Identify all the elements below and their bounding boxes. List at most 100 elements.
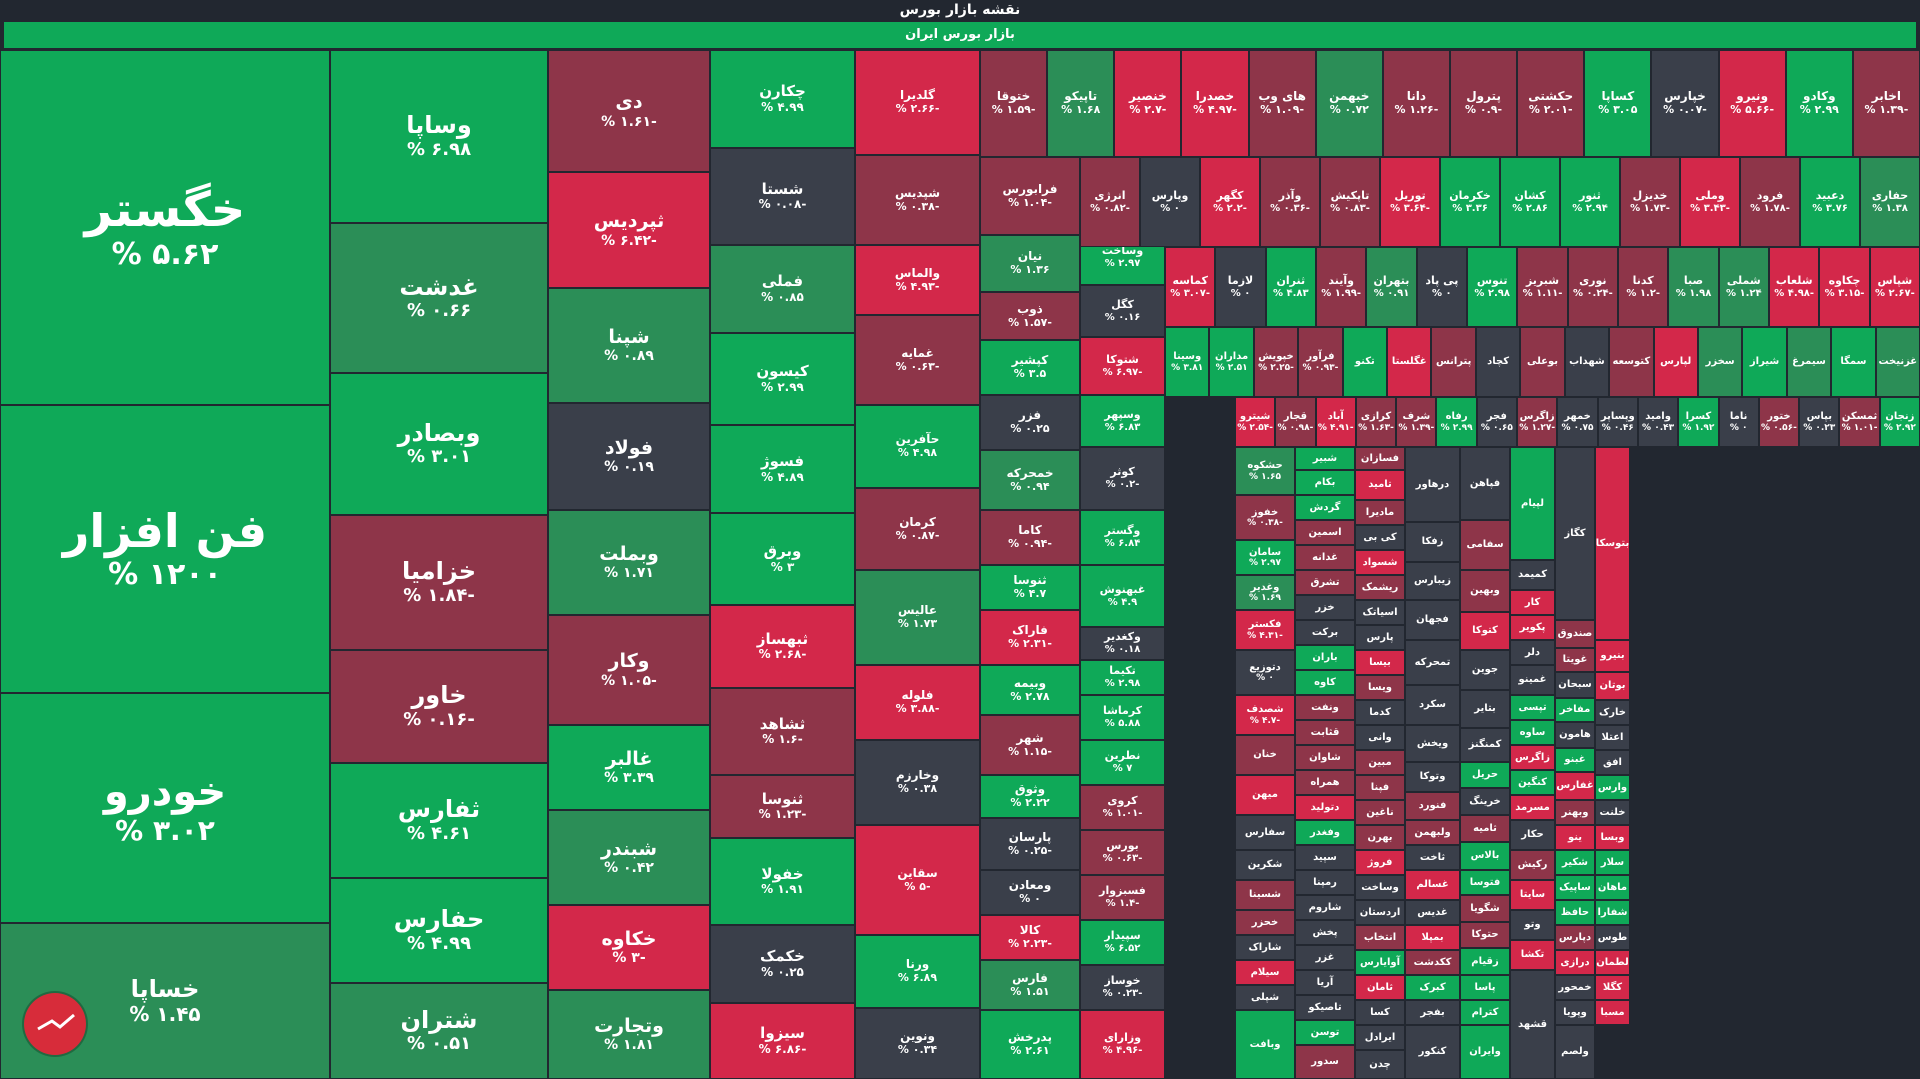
stock-tile[interactable]: غزر [1295, 945, 1355, 970]
stock-tile[interactable]: وبملت ۱.۷۱ % [548, 510, 710, 615]
stock-tile[interactable]: کتوسعه [1609, 327, 1654, 397]
stock-tile[interactable]: خپارس -۰.۰۷ % [1651, 50, 1719, 157]
stock-tile[interactable]: وکغدیر ۰.۱۸ % [1080, 627, 1165, 660]
stock-tile[interactable]: طوس [1595, 925, 1630, 950]
stock-tile[interactable]: قشهد [1510, 970, 1555, 1079]
stock-tile[interactable]: بهرن [1355, 825, 1405, 850]
stock-tile[interactable]: سقاین -۵ % [855, 825, 980, 935]
stock-tile[interactable]: لپارس [1653, 327, 1698, 397]
stock-tile[interactable]: حکار [1510, 820, 1555, 850]
stock-tile[interactable]: خکرمان ۳.۳۶ % [1440, 157, 1500, 247]
stock-tile[interactable]: بالاس [1460, 842, 1510, 870]
stock-tile[interactable]: غفارس [1555, 772, 1595, 800]
stock-tile[interactable]: دانا -۱.۲۶ % [1382, 50, 1450, 157]
stock-tile[interactable]: وگستر ۶.۸۴ % [1080, 510, 1165, 565]
stock-tile[interactable]: شسینا [1235, 880, 1295, 910]
stock-tile[interactable]: شبندر ۰.۴۲ % [548, 810, 710, 905]
stock-tile[interactable]: خحزر [1235, 910, 1295, 935]
stock-tile[interactable]: وزارای -۴.۹۶ % [1080, 1010, 1165, 1079]
stock-tile[interactable]: پترول -۰.۹ % [1450, 50, 1518, 157]
stock-tile[interactable]: خنصیر -۲.۷ % [1114, 50, 1182, 157]
stock-tile[interactable]: فزر ۰.۲۵ % [980, 395, 1080, 450]
stock-tile[interactable]: دتولید [1295, 795, 1355, 820]
stock-tile[interactable]: لپیام [1510, 447, 1555, 560]
stock-tile[interactable]: گلدیرا -۲.۶۶ % [855, 50, 980, 155]
stock-tile[interactable]: فرابورس -۱.۰۴ % [980, 157, 1080, 235]
stock-tile[interactable]: کاوه [1295, 670, 1355, 695]
stock-tile[interactable]: خارک [1595, 700, 1630, 725]
stock-tile[interactable]: ويخش [1405, 725, 1460, 762]
stock-tile[interactable]: زقیام [1460, 948, 1510, 975]
stock-tile[interactable]: بکام [1295, 470, 1355, 495]
stock-tile[interactable]: قجار -۰.۹۸ % [1275, 397, 1316, 447]
stock-tile[interactable]: ثامیه [1460, 815, 1510, 842]
stock-tile[interactable]: شفارا [1595, 900, 1630, 925]
stock-tile[interactable]: حفارس ۴.۹۹ % [330, 878, 548, 983]
stock-tile[interactable]: خگستر ۵.۶۲ % [0, 50, 330, 405]
stock-tile[interactable]: کسا [1355, 1000, 1405, 1025]
stock-tile[interactable]: ماديرا [1355, 500, 1405, 525]
stock-tile[interactable]: کنگین [1510, 770, 1555, 795]
stock-tile[interactable]: شصدف -۴.۷ % [1235, 695, 1295, 735]
stock-tile[interactable]: شهر -۱.۱۵ % [980, 715, 1080, 775]
stock-tile[interactable]: شپلی [1235, 985, 1295, 1010]
stock-tile[interactable]: وبهنر [1555, 800, 1595, 825]
stock-tile[interactable]: وبرق ۳ % [710, 513, 855, 605]
stock-tile[interactable]: پدرخش ۲.۶۱ % [980, 1010, 1080, 1079]
stock-tile[interactable]: فرآور -۰.۹۳ % [1298, 327, 1343, 397]
stock-tile[interactable]: شگویا [1460, 895, 1510, 922]
stock-tile[interactable]: زیبارس [1405, 562, 1460, 600]
stock-tile[interactable]: مداران ۲.۵۱ % [1209, 327, 1254, 397]
stock-tile[interactable]: شکرین [1235, 850, 1295, 880]
stock-tile[interactable]: بپاس ۰.۲۳ % [1799, 397, 1840, 447]
stock-tile[interactable]: غبهنوش ۴.۹ % [1080, 565, 1165, 627]
stock-tile[interactable]: شاروم [1295, 895, 1355, 920]
stock-tile[interactable]: ورنا ۶.۸۹ % [855, 935, 980, 1008]
stock-tile[interactable]: لطمان [1595, 950, 1630, 975]
stock-tile[interactable]: ثشاهد -۱.۶ % [710, 688, 855, 775]
stock-tile[interactable]: پی پاد ۰ % [1416, 247, 1467, 327]
stock-tile[interactable]: حآفرین ۴.۹۸ % [855, 405, 980, 488]
stock-tile[interactable]: رفاه ۲.۹۹ % [1436, 397, 1477, 447]
stock-tile[interactable]: ساوه [1510, 720, 1555, 745]
stock-tile[interactable]: کترام [1460, 1000, 1510, 1025]
stock-tile[interactable]: ونوین ۰.۳۴ % [855, 1008, 980, 1079]
stock-tile[interactable]: هامون [1555, 722, 1595, 748]
stock-tile[interactable]: شکیر [1555, 850, 1595, 875]
stock-tile[interactable]: کدنا -۱.۲ % [1618, 247, 1669, 327]
stock-tile[interactable]: شبیر [1295, 447, 1355, 470]
stock-tile[interactable]: کنکور [1405, 1025, 1460, 1079]
stock-tile[interactable]: سامان ۲.۹۷ % [1235, 540, 1295, 575]
stock-tile[interactable]: کگل ۰.۱۶ % [1080, 285, 1165, 337]
stock-tile[interactable]: فسبزوار -۱.۴ % [1080, 875, 1165, 920]
stock-tile[interactable]: وامید ۰.۴۳ % [1637, 397, 1679, 447]
stock-tile[interactable]: وکار -۱.۰۵ % [548, 615, 710, 725]
stock-tile[interactable]: فن افزار ۱۲۰۰ % [0, 405, 330, 693]
stock-tile[interactable]: سفارس [1235, 815, 1295, 850]
stock-tile[interactable]: وسپهر ۶.۸۳ % [1080, 395, 1165, 447]
stock-tile[interactable]: وبصادر ۳.۰۱ % [330, 373, 548, 515]
stock-tile[interactable]: توسن [1295, 1020, 1355, 1045]
stock-tile[interactable]: مبین [1355, 750, 1405, 775]
stock-tile[interactable]: تپسی [1510, 695, 1555, 720]
stock-tile[interactable]: کگاز [1555, 447, 1595, 620]
stock-tile[interactable]: فاراک -۲.۳۱ % [980, 610, 1080, 665]
stock-tile[interactable]: ینو [1555, 825, 1595, 850]
stock-tile[interactable]: کوثر -۰.۲ % [1080, 447, 1165, 510]
stock-tile[interactable]: وایران [1460, 1025, 1510, 1079]
stock-tile[interactable]: ناما ۰ % [1718, 397, 1759, 447]
stock-tile[interactable]: ثپردیس -۶.۴۲ % [548, 172, 710, 288]
stock-tile[interactable]: وآذر -۰.۳۶ % [1260, 157, 1320, 247]
stock-tile[interactable]: تاپکیش -۰.۸۳ % [1320, 157, 1380, 247]
market-header[interactable]: بازار بورس ایران [4, 22, 1916, 48]
stock-tile[interactable]: ذوب -۱.۵۷ % [980, 292, 1080, 340]
stock-tile[interactable]: ثبهساز -۲.۶۸ % [710, 605, 855, 688]
stock-tile[interactable]: فلوله -۳.۸۸ % [855, 665, 980, 740]
stock-tile[interactable]: برکت [1295, 620, 1355, 645]
stock-tile[interactable]: خنان [1235, 735, 1295, 775]
stock-tile[interactable]: شلعاب -۴.۹۸ % [1769, 247, 1820, 327]
stock-tile[interactable]: ساپیک [1555, 875, 1595, 900]
stock-tile[interactable]: کپشیر ۳.۵ % [980, 340, 1080, 395]
stock-tile[interactable]: ثفارس ۴.۶۱ % [330, 763, 548, 878]
stock-tile[interactable]: سپیدار ۶.۵۲ % [1080, 920, 1165, 965]
